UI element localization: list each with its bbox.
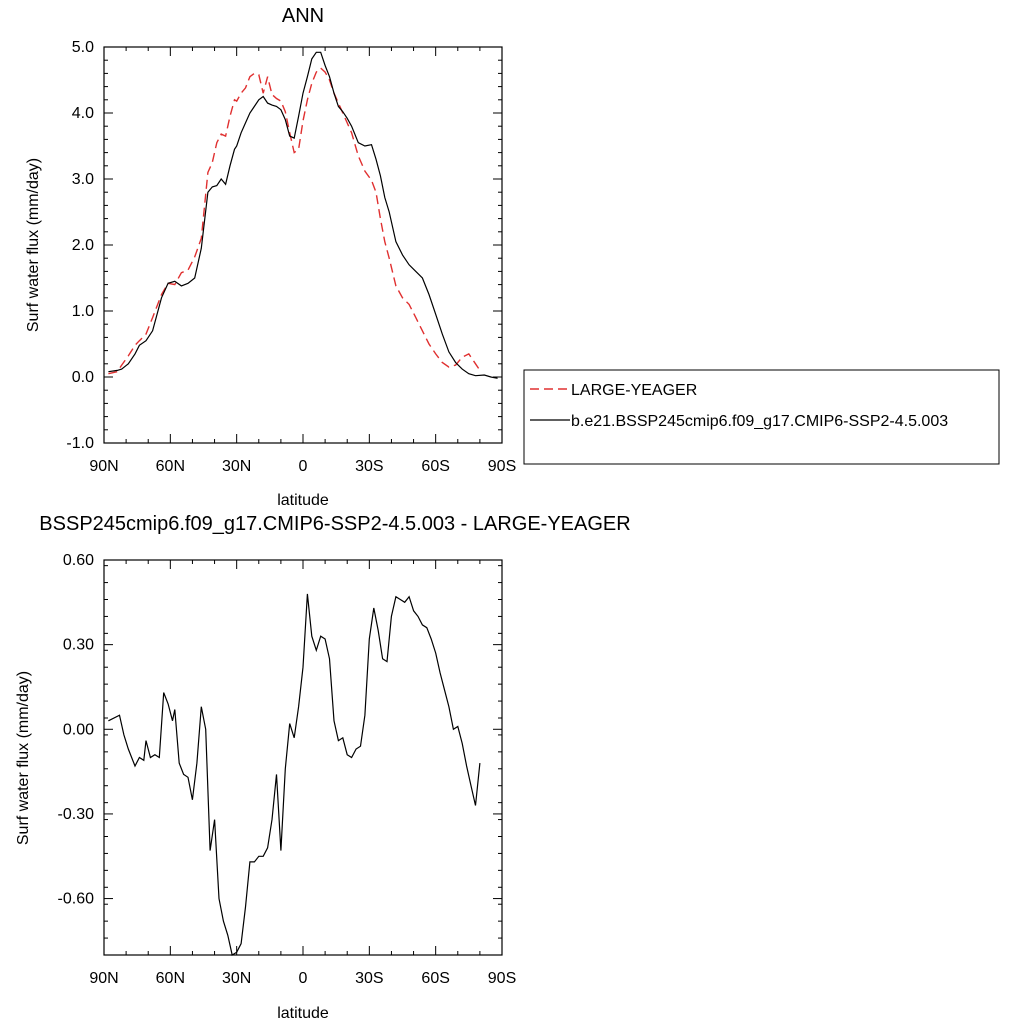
legend-box xyxy=(523,369,1000,465)
x-tick-label: 60N xyxy=(156,458,185,475)
y-tick-label: 0.0 xyxy=(72,369,94,386)
y-tick-label: -1.0 xyxy=(66,435,94,452)
x-tick-label: 0 xyxy=(299,458,308,475)
y-tick-label: -0.60 xyxy=(58,891,95,908)
y-tick-label: 2.0 xyxy=(72,237,94,254)
y-tick-label: 5.0 xyxy=(72,39,94,56)
series-lines xyxy=(108,51,498,379)
series-lines xyxy=(108,593,481,956)
x-axis-label: latitude xyxy=(277,492,329,509)
y-tick-label: 0.00 xyxy=(63,721,94,738)
panel-top-chart: ANN 90N 60N 30N 0 30S 60S 90S -1.0 0.0 1.0 2.0 3.0 4… xyxy=(25,5,516,509)
series-line-1 xyxy=(108,593,481,956)
y-axis-label: Surf water flux (mm/day) xyxy=(25,158,42,332)
y-tick-label: 0.30 xyxy=(63,637,94,654)
x-tick-label: 30N xyxy=(222,970,251,987)
y-tick-label: 1.0 xyxy=(72,303,94,320)
chart-title-difference: BSSP245cmip6.f09_g17.CMIP6-SSP2-4.5.003 … xyxy=(39,513,630,535)
legend-label-large-yeager: LARGE-YEAGER xyxy=(571,382,697,399)
legend: LARGE-YEAGER b.e21.BSSP245cmip6.f09_g17.… xyxy=(523,369,1000,465)
series-line-1 xyxy=(108,67,481,375)
x-tick-label: 90S xyxy=(488,458,516,475)
x-tick-label: 30S xyxy=(355,458,383,475)
y-axis-label: Surf water flux (mm/day) xyxy=(15,671,32,845)
x-tick-label: 30S xyxy=(355,970,383,987)
x-tick-label: 60S xyxy=(421,458,449,475)
chart-title: ANN xyxy=(282,5,324,27)
y-tick-label: 3.0 xyxy=(72,171,94,188)
series-line-2 xyxy=(108,51,498,379)
y-tick-label: 4.0 xyxy=(72,105,94,122)
plot-frame xyxy=(103,559,503,956)
axes: 90N 60N 30N 0 30S 60S 90S -1.0 0.0 1.0 2.0 3.0 4.0 5.… xyxy=(66,39,516,475)
panel-bottom-chart: BSSP245cmip6.f09_g17.CMIP6-SSP2-4.5.003 … xyxy=(15,513,631,1022)
y-tick-label: 0.60 xyxy=(63,552,94,569)
x-axis-label: latitude xyxy=(277,1005,329,1022)
x-tick-label: 90N xyxy=(89,458,118,475)
plot-frame xyxy=(103,46,503,444)
x-tick-label: 90N xyxy=(89,970,118,987)
x-tick-label: 60N xyxy=(156,970,185,987)
axes: 90N 60N 30N 0 30S 60S 90S -0.60 -0.30 0.00 0.30 0.6… xyxy=(58,552,517,987)
x-tick-label: 0 xyxy=(299,970,308,987)
x-tick-label: 60S xyxy=(421,970,449,987)
legend-label-cmip6: b.e21.BSSP245cmip6.f09_g17.CMIP6-SSP2-4.… xyxy=(571,413,948,430)
x-tick-label: 30N xyxy=(222,458,251,475)
y-tick-label: -0.30 xyxy=(58,806,95,823)
x-tick-label: 90S xyxy=(488,970,516,987)
